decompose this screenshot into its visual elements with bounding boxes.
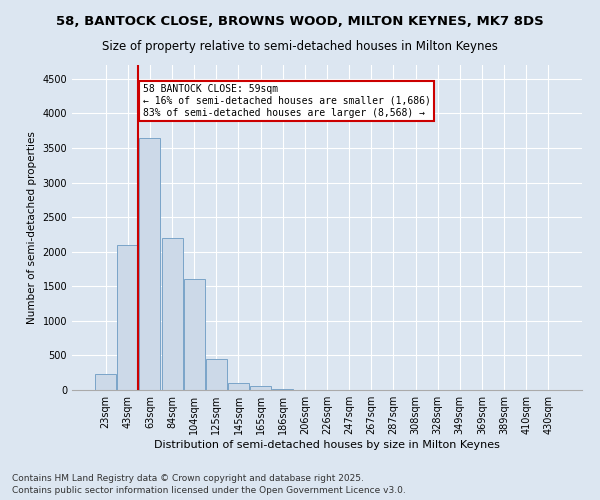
X-axis label: Distribution of semi-detached houses by size in Milton Keynes: Distribution of semi-detached houses by … [154,440,500,450]
Bar [139,138,160,390]
Text: Size of property relative to semi-detached houses in Milton Keynes: Size of property relative to semi-detach… [102,40,498,53]
Bar [184,280,205,390]
Bar [118,245,139,390]
Bar [250,386,271,390]
Text: 58 BANTOCK CLOSE: 59sqm
← 16% of semi-detached houses are smaller (1,686)
83% of: 58 BANTOCK CLOSE: 59sqm ← 16% of semi-de… [143,84,431,117]
Text: Contains HM Land Registry data © Crown copyright and database right 2025.
Contai: Contains HM Land Registry data © Crown c… [12,474,406,495]
Bar [95,374,116,390]
Text: 58, BANTOCK CLOSE, BROWNS WOOD, MILTON KEYNES, MK7 8DS: 58, BANTOCK CLOSE, BROWNS WOOD, MILTON K… [56,15,544,28]
Y-axis label: Number of semi-detached properties: Number of semi-detached properties [27,131,37,324]
Bar [161,238,182,390]
Bar [206,359,227,390]
Bar [228,383,249,390]
